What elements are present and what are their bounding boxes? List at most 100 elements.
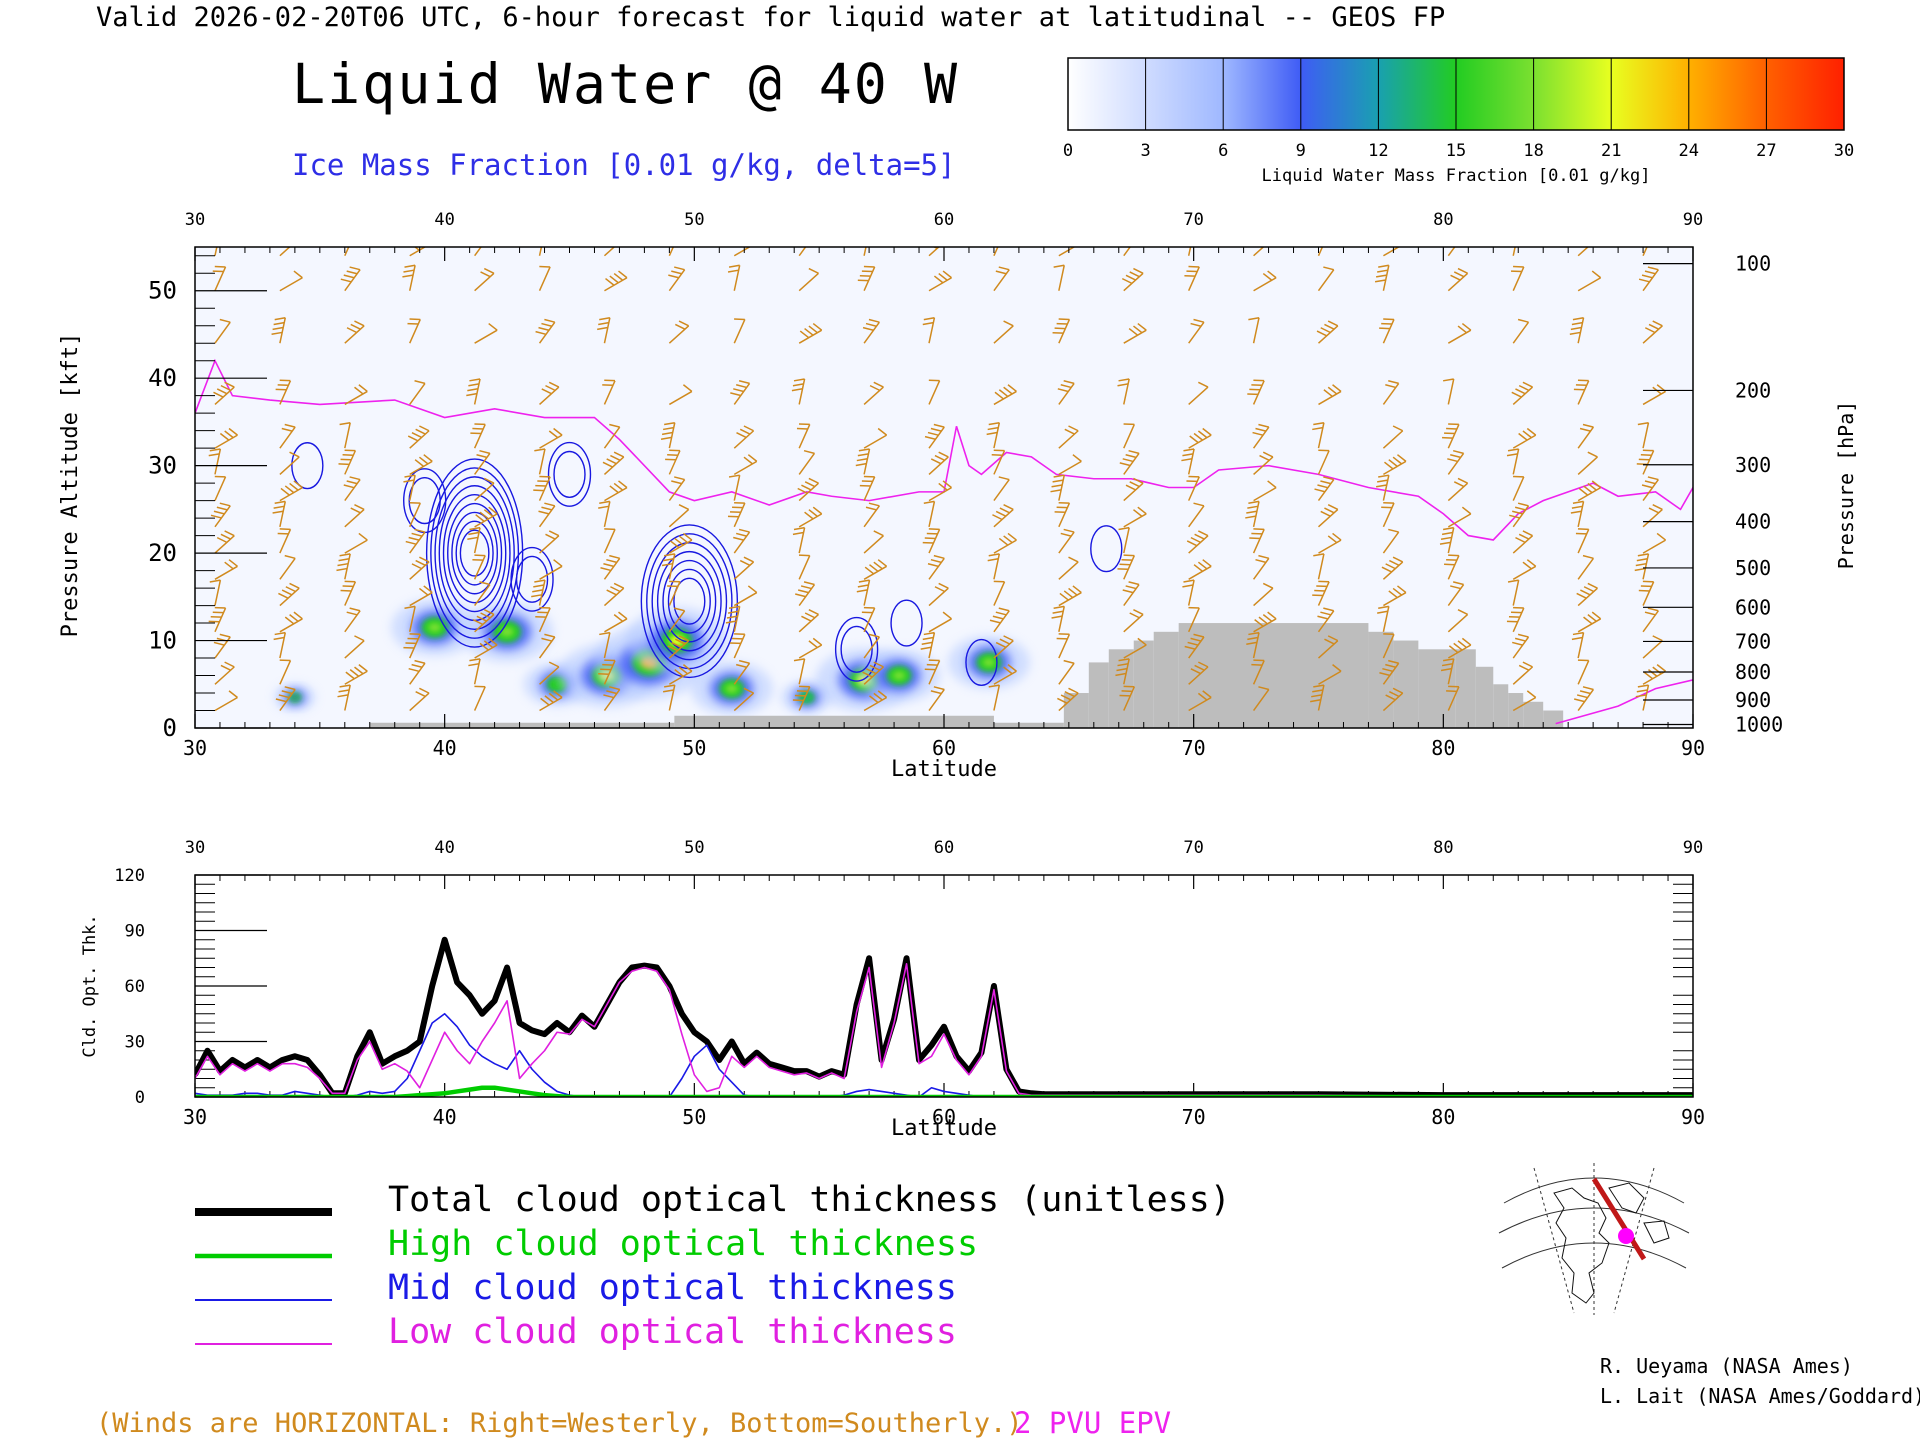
wind-barb	[533, 247, 546, 256]
wind-barb	[1317, 449, 1330, 475]
wind-barb	[474, 449, 491, 475]
wind-barb-shape	[279, 659, 292, 685]
credit-1: R. Ueyama (NASA Ames)	[1600, 1354, 1853, 1378]
wind-barb	[1382, 633, 1395, 659]
terrain-step	[669, 722, 675, 728]
wind-barb-shape	[213, 633, 231, 659]
wind-barb	[1317, 504, 1339, 528]
colorbar: 0 3 6 9 12 15 18 21 24 27 30 Liquid Water Mass Fra…	[1063, 57, 1854, 186]
wind-barb-shape	[533, 475, 551, 501]
wind-barb-shape	[1383, 585, 1407, 607]
wind-barb	[993, 532, 1017, 554]
liquid-water-peak	[428, 622, 442, 633]
wind-barb	[863, 381, 884, 405]
wind-barb	[339, 421, 351, 449]
x-tick-label-top: 90	[1683, 210, 1703, 230]
wind-barb	[1638, 580, 1655, 606]
wind-barb-shape	[1117, 554, 1136, 580]
wind-barb-shape	[792, 685, 811, 711]
wind-barb-shape	[993, 266, 1010, 292]
wind-barb	[1638, 266, 1659, 292]
colorbar-tick-labels: 0 3 6 9 12 15 18 21 24 27 30	[1063, 141, 1854, 161]
wind-barb	[1446, 685, 1460, 711]
wind-barb-shape	[668, 476, 686, 502]
wind-barb	[1252, 686, 1270, 711]
wind-barb	[467, 526, 481, 554]
wind-barb-shape	[474, 267, 495, 292]
wind-barb-shape	[1123, 322, 1147, 344]
wind-barb	[1444, 554, 1460, 580]
wind-barb	[340, 266, 361, 292]
wind-barb-shape	[1317, 607, 1335, 633]
wind-barb-shape	[405, 528, 426, 554]
wind-barb-shape	[798, 554, 811, 580]
wind-barb	[728, 474, 741, 501]
wind-barb	[730, 380, 751, 405]
wind-barb-shape	[1382, 380, 1400, 405]
wind-barb	[863, 559, 888, 580]
ice-contour	[673, 577, 706, 625]
wind-barb-shape	[922, 317, 936, 344]
wind-barb	[920, 631, 936, 659]
wind-barb	[1569, 317, 1585, 344]
wind-barb-shape	[600, 554, 621, 580]
wind-barb	[279, 423, 296, 449]
opt-x-tick-label-top: 80	[1433, 838, 1453, 858]
wind-barb	[535, 318, 556, 344]
wind-barb	[798, 267, 820, 292]
wind-barb	[668, 384, 693, 406]
pressure-tick-label: 400	[1735, 510, 1771, 534]
wind-barb-shape	[1253, 582, 1274, 607]
wind-barb-shape	[1573, 379, 1590, 405]
wind-barb	[279, 480, 303, 502]
wind-barb-shape	[795, 581, 816, 607]
epv-line	[195, 358, 1693, 725]
wind-barb-shape	[1447, 637, 1472, 659]
wind-barb	[1512, 661, 1534, 685]
opt-x-tick-label-top: 50	[684, 838, 704, 858]
wind-barb	[668, 532, 693, 554]
wind-barb-shape	[1444, 554, 1460, 580]
wind-barb-shape	[1312, 580, 1330, 606]
wind-barb-shape	[1317, 635, 1339, 659]
wind-barb-shape	[1642, 247, 1655, 257]
wind-barb	[1507, 579, 1520, 606]
wind-barb	[863, 530, 884, 554]
wind-barb	[1382, 380, 1400, 405]
wind-barb-shape	[1634, 553, 1650, 580]
wind-barb-shape	[279, 554, 296, 580]
wind-barb	[1642, 247, 1655, 257]
wind-barb	[1246, 631, 1260, 659]
epv-2pvu-line	[195, 358, 1693, 541]
wind-barb	[402, 264, 416, 291]
wind-barb	[1188, 502, 1205, 528]
wind-barb-shape	[733, 659, 751, 685]
locator-point	[1618, 1228, 1634, 1244]
wind-barb-shape	[344, 384, 368, 406]
optical-plot-area	[195, 875, 1693, 1097]
wind-barb-shape	[1184, 633, 1205, 659]
ice-contour	[430, 467, 520, 639]
wind-barb	[1575, 528, 1590, 554]
wind-barb	[1057, 687, 1079, 712]
legend-swatches	[195, 1208, 332, 1345]
wind-barb	[1318, 532, 1342, 554]
wind-barb-shape	[920, 631, 936, 659]
wind-barb-shape	[539, 559, 563, 580]
wind-barb	[1247, 379, 1265, 405]
wind-barb-shape	[993, 580, 1006, 606]
wind-barb	[1571, 631, 1585, 659]
wind-barb	[1119, 685, 1136, 711]
wind-barb	[344, 504, 365, 528]
wind-barb-shape	[861, 606, 876, 633]
wind-barb	[1642, 635, 1663, 659]
wind-barb	[1054, 501, 1071, 528]
ice-contour	[447, 502, 503, 604]
wind-barb-shape	[1058, 454, 1082, 476]
wind-barb	[1186, 530, 1209, 554]
x-tick-label-top: 70	[1183, 210, 1203, 230]
liquid-water-peak	[551, 680, 563, 688]
wind-barb	[598, 500, 611, 528]
wind-barb	[1642, 320, 1663, 344]
ice-contour	[651, 542, 728, 661]
